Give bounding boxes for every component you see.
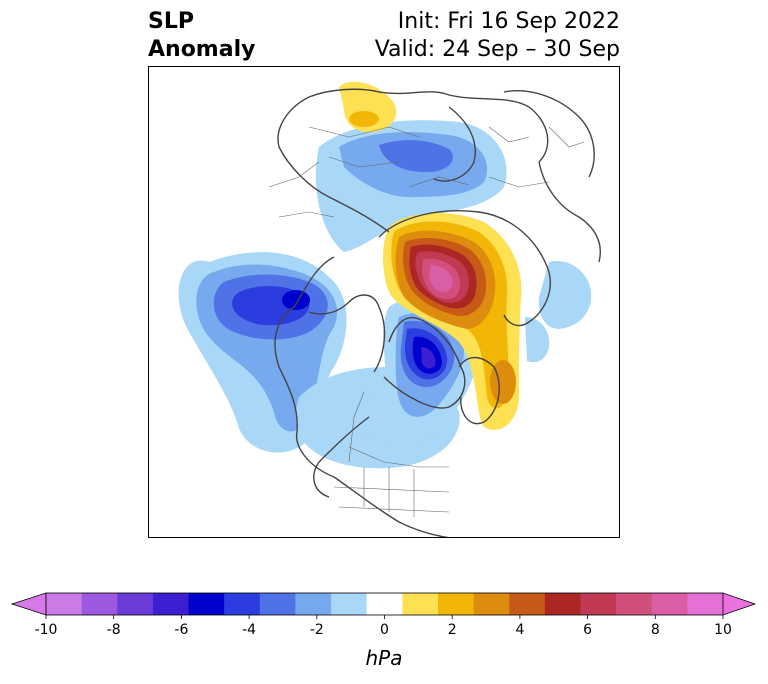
colorbar: -10 -8 -6 -4 -2 0 2 4 6 8 10 hPa (0, 585, 768, 675)
colorbar-tick-label: 2 (448, 622, 457, 638)
colorbar-bin (46, 593, 83, 615)
colorbar-bin (544, 593, 581, 615)
colorbar-min-extend (10, 592, 47, 616)
colorbar-tick-label: 10 (714, 622, 732, 638)
colorbar-bin (473, 593, 510, 615)
valid-range: Valid: 24 Sep – 30 Sep (374, 37, 620, 62)
anomaly-map (178, 81, 601, 537)
colorbar-bin (117, 593, 154, 615)
colorbar-max-extend (722, 592, 757, 616)
colorbar-bin (81, 593, 118, 615)
colorbar-bin (331, 593, 368, 615)
colorbar-tick-label: -6 (174, 622, 188, 638)
high-kara-siberia (383, 212, 522, 430)
colorbar-bin (687, 593, 724, 615)
high-east-europe (339, 81, 397, 133)
colorbar-bin (366, 593, 403, 615)
low-northeast-europe (538, 261, 592, 329)
title-line-2: Anomaly (148, 37, 256, 62)
colorbar-tick-label: 8 (651, 622, 660, 638)
colorbar-bin (295, 593, 332, 615)
colorbar-bin (509, 593, 546, 615)
map-panel (148, 66, 620, 538)
colorbar-bin (402, 593, 439, 615)
colorbar-bin (580, 593, 617, 615)
colorbar-bin (224, 593, 261, 615)
title-line-1: SLP (148, 9, 194, 34)
colorbar-bin (651, 593, 688, 615)
colorbar-bin (259, 593, 296, 615)
date-info: Init: Fri 16 Sep 2022 Valid: 24 Sep – 30… (375, 8, 620, 64)
colorbar-graphic: -10 -8 -6 -4 -2 0 2 4 6 8 10 hPa (10, 592, 757, 670)
colorbar-unit-label: hPa (366, 646, 403, 670)
map-title: SLP Anomaly (148, 8, 255, 64)
colorbar-bin (616, 593, 653, 615)
colorbar-tick-label: -2 (310, 622, 324, 638)
colorbar-tick-label: -10 (35, 622, 58, 638)
colorbar-bin (188, 593, 225, 615)
colorbar-bin (437, 593, 475, 615)
borders (268, 126, 585, 517)
colorbar-tick-label: 0 (380, 622, 389, 638)
colorbar-tick-label: -8 (107, 622, 121, 638)
init-date: Init: Fri 16 Sep 2022 (397, 9, 620, 34)
colorbar-tick-label: -4 (242, 622, 256, 638)
colorbar-bin (152, 593, 190, 615)
colorbar-tick-label: 6 (583, 622, 592, 638)
colorbar-tick-label: 4 (515, 622, 524, 638)
